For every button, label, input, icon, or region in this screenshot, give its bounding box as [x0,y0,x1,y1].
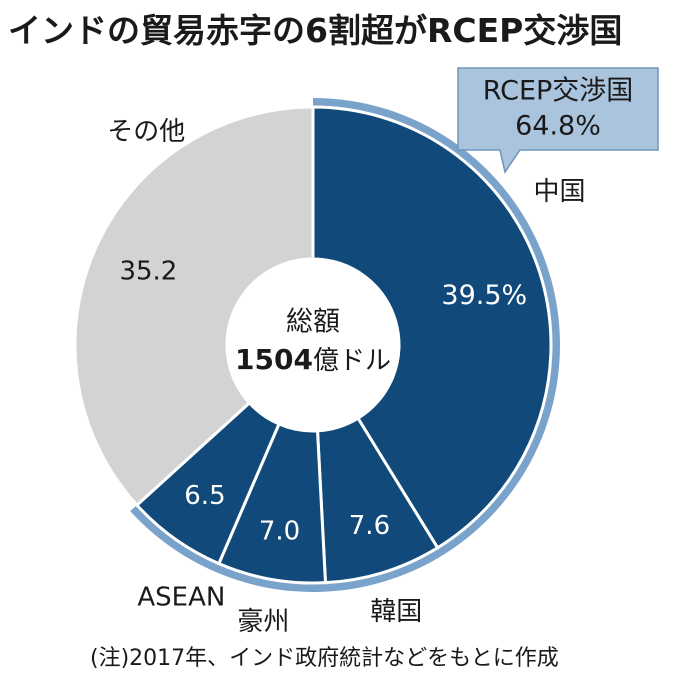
slice-value-3: 6.5 [184,481,225,511]
rcep-group-ring [130,98,561,592]
slice-name-0: 中国 [534,177,586,207]
rcep-callout-value: 64.8% [515,111,601,142]
center-total-value: 1504億ドル [235,343,391,376]
slice-value-0: 39.5% [441,280,527,311]
source-note: (注)2017年、インド政府統計などをもとに作成 [90,646,559,671]
center-total-caption: 総額 [286,307,340,338]
slice-0 [311,105,553,550]
center-total-number: 1504 [235,343,313,376]
slice-name-3: ASEAN [137,582,225,612]
slice-value-4: 35.2 [119,257,177,287]
slice-name-1: 韓国 [370,597,422,627]
chart-title: インドの貿易赤字の6割超がRCEP交渉国 [8,11,623,50]
slice-4 [73,105,315,508]
slice-value-1: 7.6 [349,511,390,541]
slice-value-2: 7.0 [259,517,300,547]
center-total-unit: 億ドル [313,346,391,376]
rcep-callout-label: RCEP交渉国 [483,76,634,107]
slice-name-4: その他 [107,117,185,147]
rcep-callout-box [457,67,659,174]
slice-name-2: 豪州 [237,607,289,637]
